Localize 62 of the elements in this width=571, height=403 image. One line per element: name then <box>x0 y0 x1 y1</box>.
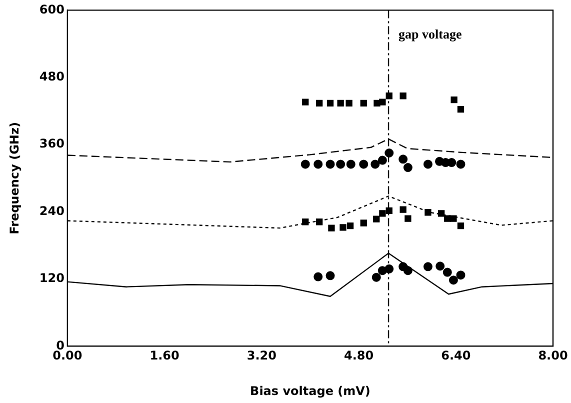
x-tick-label: 1.60 <box>150 348 180 363</box>
ref-line-label: gap voltage <box>398 26 462 42</box>
x-tick-label: 8.00 <box>538 348 568 363</box>
point <box>346 160 356 169</box>
y-tick-label: 360 <box>39 136 64 151</box>
point <box>373 216 380 222</box>
point <box>444 215 451 222</box>
x-axis-title: Bias voltage (mV) <box>250 384 370 398</box>
y-axis-title: Frequency (GHz) <box>7 122 22 234</box>
point <box>360 220 367 226</box>
x-tick-label: 4.80 <box>344 348 374 363</box>
point <box>360 100 367 106</box>
point <box>300 160 310 169</box>
point <box>423 262 432 272</box>
y-tick-label: 480 <box>39 70 64 84</box>
point <box>370 160 380 169</box>
point <box>386 207 392 214</box>
point <box>326 271 335 280</box>
point <box>400 92 406 100</box>
point <box>450 215 457 222</box>
point <box>314 272 323 282</box>
point <box>403 163 412 172</box>
point <box>378 156 387 165</box>
point <box>328 224 335 232</box>
point <box>379 98 386 106</box>
point <box>346 222 354 230</box>
point <box>404 215 412 222</box>
point <box>456 160 466 169</box>
point <box>384 148 394 158</box>
point <box>359 160 368 169</box>
point <box>448 276 458 285</box>
point <box>398 154 408 164</box>
point <box>438 210 445 217</box>
point <box>316 100 323 106</box>
point <box>346 100 352 106</box>
point <box>456 270 466 280</box>
x-tick-label: 6.40 <box>441 348 471 363</box>
point <box>316 218 323 226</box>
point <box>400 206 406 213</box>
point <box>302 218 309 226</box>
x-tick-label: 3.20 <box>246 348 276 363</box>
point <box>442 268 452 277</box>
point <box>314 160 323 169</box>
point <box>450 96 458 104</box>
point <box>340 224 346 231</box>
point <box>379 210 386 217</box>
point <box>326 100 334 106</box>
point <box>372 272 381 282</box>
point <box>326 160 335 169</box>
point <box>337 100 344 106</box>
point <box>423 160 432 169</box>
point <box>457 222 464 230</box>
y-tick-label: 240 <box>39 204 64 218</box>
point <box>302 98 309 106</box>
y-tick-label: 120 <box>39 271 64 286</box>
point <box>403 266 412 276</box>
y-tick-label: 600 <box>39 2 64 16</box>
x-tick-label: 0.00 <box>52 348 82 363</box>
point <box>336 160 346 169</box>
point <box>424 209 432 216</box>
point <box>457 106 464 113</box>
point <box>436 262 445 271</box>
